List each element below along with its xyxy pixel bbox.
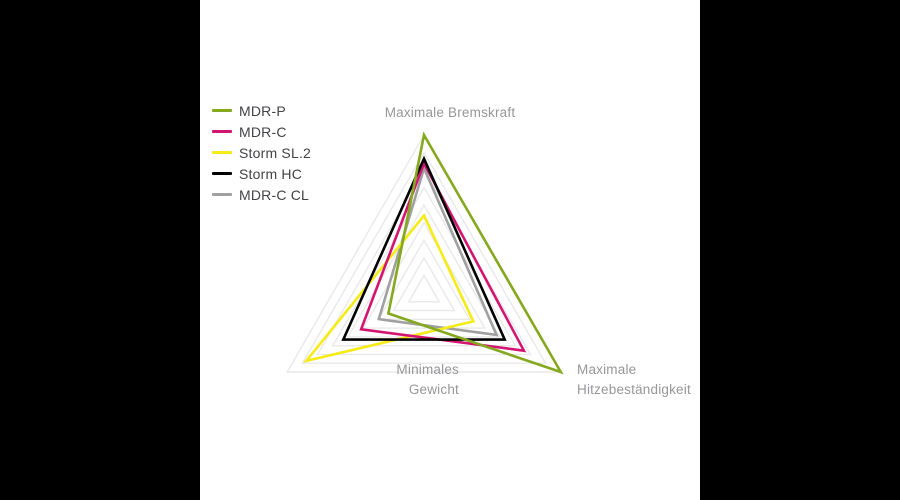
radar-chart bbox=[285, 131, 564, 375]
legend-item: MDR-P bbox=[212, 100, 311, 121]
legend-swatch bbox=[212, 108, 232, 113]
grid-ring bbox=[301, 151, 547, 364]
axis-label-bremskraft: Maximale Bremskraft bbox=[200, 103, 700, 123]
legend-swatch bbox=[212, 171, 232, 176]
legend-label: MDR-C bbox=[239, 123, 287, 140]
legend-item: Storm SL.2 bbox=[212, 142, 311, 163]
legend-label: Storm HC bbox=[239, 165, 303, 182]
axis-label-text: Minimales bbox=[396, 362, 459, 377]
axis-label-text: Gewicht bbox=[408, 382, 459, 397]
grid-ring bbox=[331, 186, 517, 347]
legend-swatch bbox=[212, 129, 232, 134]
axis-label-text: Hitzebeständigkeit bbox=[577, 382, 691, 397]
series-storm-hc bbox=[341, 155, 507, 341]
chart-panel: Maximale Bremskraft Maximale Hitzebestän… bbox=[200, 0, 700, 500]
legend: MDR-P MDR-C Storm SL.2 Storm HC MDR-C CL bbox=[212, 100, 311, 205]
legend-label: Storm SL.2 bbox=[239, 144, 312, 161]
legend-item: Storm HC bbox=[212, 163, 311, 184]
legend-swatch bbox=[212, 192, 232, 197]
grid-ring bbox=[407, 273, 441, 303]
axis-label-text: Maximale bbox=[577, 362, 637, 377]
axis-label-hitzebestaendigkeit: Maximale Hitzebeständigkeit bbox=[577, 360, 691, 400]
legend-swatch bbox=[212, 150, 232, 155]
grid-ring bbox=[377, 238, 471, 320]
legend-item: MDR-C CL bbox=[212, 184, 311, 205]
legend-item: MDR-C bbox=[212, 121, 311, 142]
legend-label: MDR-C CL bbox=[239, 186, 310, 203]
series-mdr-p bbox=[386, 131, 564, 375]
axis-label-text: Maximale Bremskraft bbox=[384, 105, 516, 120]
grid-ring bbox=[392, 256, 456, 312]
grid-ring bbox=[361, 221, 487, 329]
axis-label-gewicht: Minimales Gewicht bbox=[396, 360, 459, 400]
legend-label: MDR-P bbox=[239, 102, 286, 119]
